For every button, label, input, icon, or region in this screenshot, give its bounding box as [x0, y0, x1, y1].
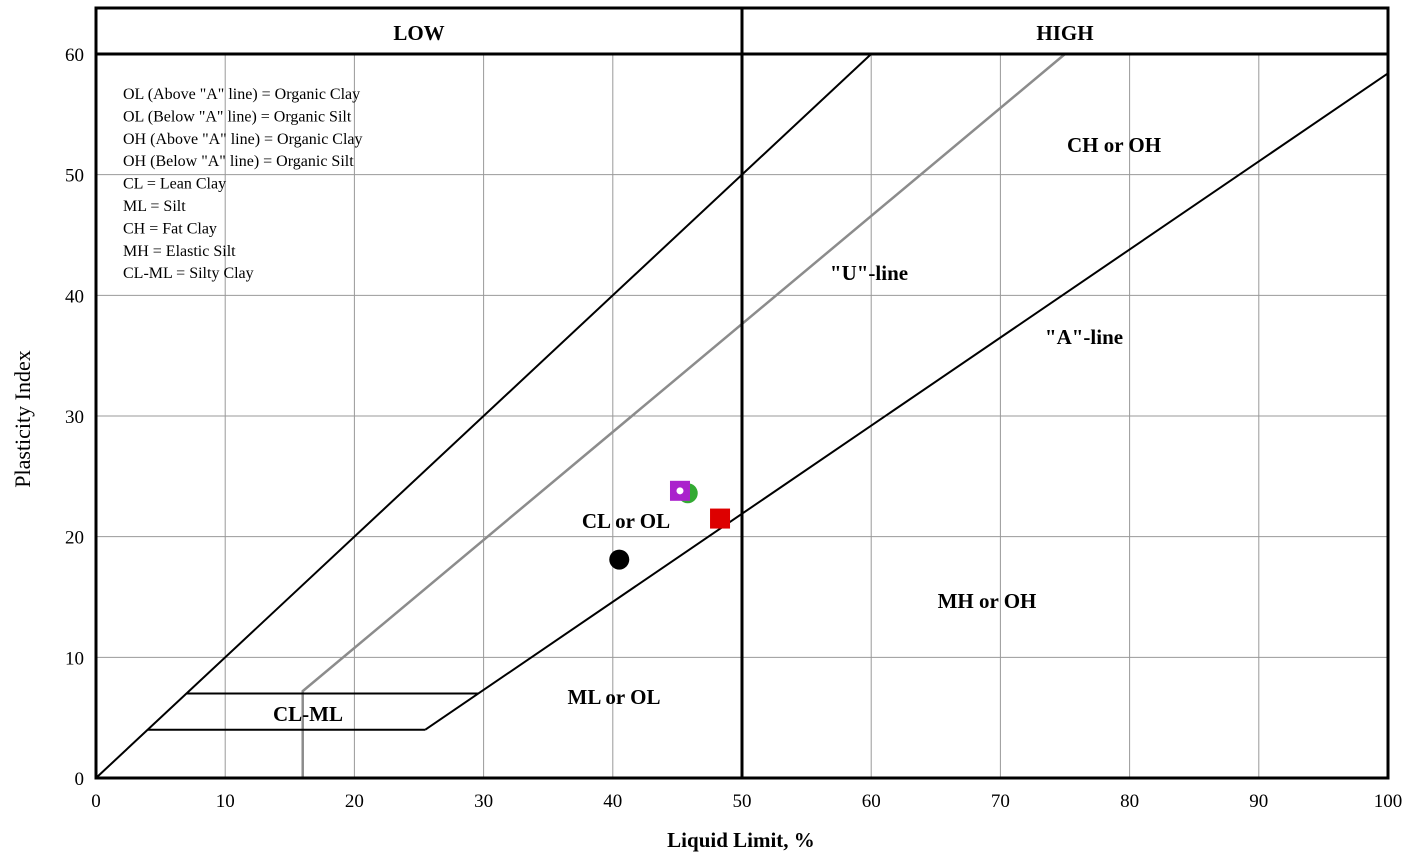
- data-point-4: [710, 508, 731, 529]
- plot-frame: [94, 6, 1390, 780]
- legend-line: OL (Below "A" line) = Organic Silt: [123, 108, 352, 125]
- u-line: [301, 53, 1066, 778]
- x-tick-label: 50: [733, 791, 752, 812]
- y-tick-label: 60: [65, 45, 84, 66]
- legend-line: MH = Elastic Silt: [123, 243, 236, 260]
- x-tick-label: 30: [474, 791, 493, 812]
- y-axis-label: Plasticity Index: [10, 350, 35, 487]
- a-line-label: "A"-line: [1045, 325, 1123, 349]
- y-tick-label: 40: [65, 286, 84, 307]
- zone-label-ml-ol: ML or OL: [568, 685, 661, 709]
- legend-line: OH (Below "A" line) = Organic Silt: [123, 153, 354, 170]
- legend-line: ML = Silt: [123, 198, 186, 215]
- zone-label-cl-ml: CL-ML: [273, 702, 343, 726]
- legend-line: OH (Above "A" line) = Organic Clay: [123, 131, 363, 148]
- y-tick-label: 30: [65, 407, 84, 428]
- x-tick-label: 70: [991, 791, 1010, 812]
- legend-line: CH = Fat Clay: [123, 220, 217, 237]
- y-tick-label: 20: [65, 528, 84, 549]
- header-high: HIGH: [1036, 21, 1093, 45]
- x-tick-label: 90: [1249, 791, 1268, 812]
- header-low: LOW: [393, 21, 444, 45]
- x-tick-label: 40: [603, 791, 622, 812]
- u-line-label: "U"-line: [830, 261, 908, 285]
- y-tick-labels: 0 10 20 30 40 50 60: [65, 45, 84, 790]
- x-tick-label: 10: [216, 791, 235, 812]
- zone-label-ch-oh: CH or OH: [1067, 133, 1161, 157]
- y-tick-label: 0: [75, 769, 85, 790]
- x-tick-label: 80: [1120, 791, 1139, 812]
- data-point-3-inner-dot: [676, 487, 684, 495]
- a-line: [424, 72, 1389, 731]
- x-tick-label: 100: [1374, 791, 1403, 812]
- x-tick-label: 60: [862, 791, 881, 812]
- legend-line: CL = Lean Clay: [123, 176, 226, 193]
- y-tick-label: 10: [65, 648, 84, 669]
- data-points: [609, 480, 731, 570]
- y-tick-label: 50: [65, 166, 84, 187]
- zone-label-cl-ol: CL or OL: [582, 509, 670, 533]
- x-tick-label: 20: [345, 791, 364, 812]
- data-point-1: [609, 549, 630, 570]
- outer-frame: [94, 6, 1390, 780]
- classification-legend: OL (Above "A" line) = Organic Clay OL (Be…: [123, 86, 363, 282]
- legend-line: OL (Above "A" line) = Organic Clay: [123, 86, 360, 103]
- legend-line: CL-ML = Silty Clay: [123, 265, 254, 282]
- x-axis-label: Liquid Limit, %: [667, 828, 815, 852]
- x-tick-labels: 0 10 20 30 40 50 60 70 80 90 100: [91, 791, 1402, 812]
- zone-label-mh-oh: MH or OH: [938, 589, 1037, 613]
- reference-lines: [95, 8, 1389, 779]
- x-tick-label: 0: [91, 791, 101, 812]
